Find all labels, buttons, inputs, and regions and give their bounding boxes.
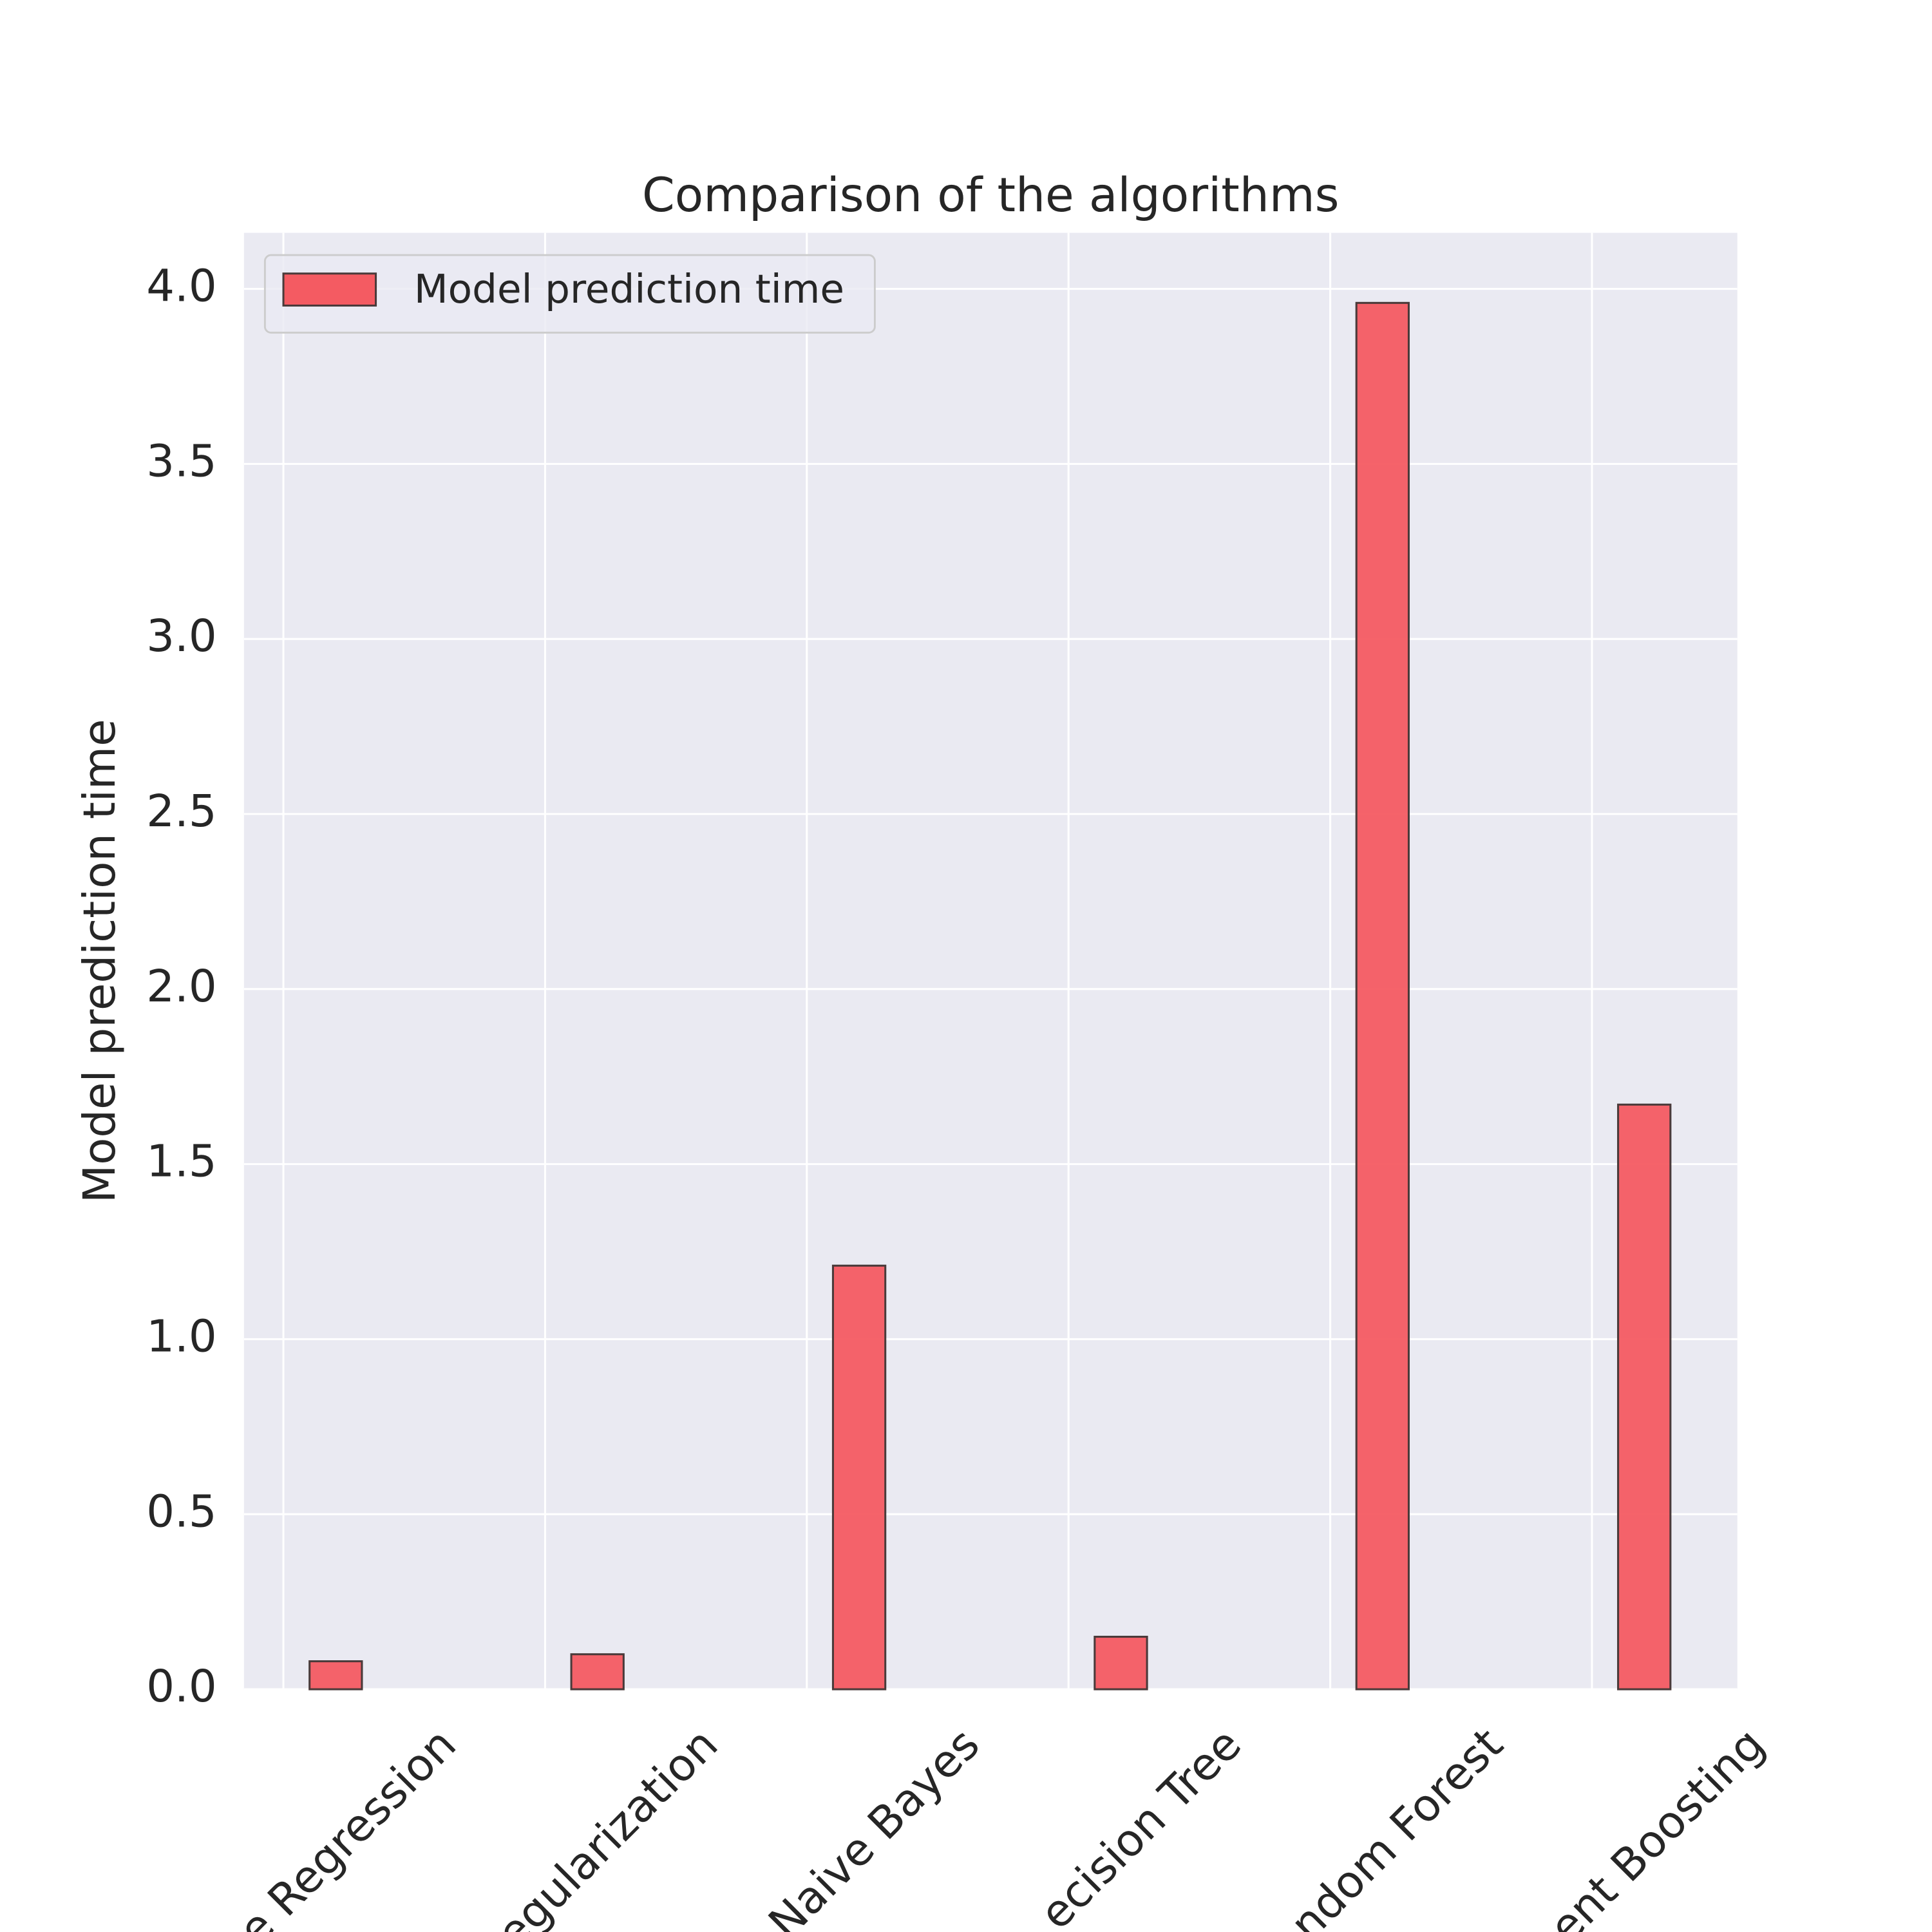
y-tick-label: 2.5	[146, 786, 217, 837]
chart-title: Comparison of the algorithms	[642, 169, 1340, 223]
x-tick-label: Naive Bayes	[759, 1719, 990, 1932]
y-tick-label: 1.0	[146, 1311, 217, 1362]
y-tick-label: 3.5	[146, 435, 217, 487]
y-axis-label: Model prediction time	[74, 719, 126, 1204]
x-tick-label: egularization	[487, 1719, 728, 1932]
y-tick-label: 1.5	[146, 1136, 217, 1188]
bar	[308, 1660, 363, 1690]
bars	[308, 301, 1672, 1690]
bar	[1355, 301, 1410, 1690]
y-tick-label: 0.5	[146, 1486, 217, 1537]
bar	[1617, 1103, 1672, 1690]
y-tick-label: 4.0	[146, 261, 217, 312]
bar	[570, 1653, 625, 1690]
legend-label: Model prediction time	[414, 267, 844, 312]
legend-box	[263, 254, 876, 334]
x-tick-label: e Regression	[229, 1719, 466, 1932]
grid	[243, 232, 1738, 1690]
bar	[831, 1264, 887, 1690]
plot-area	[243, 232, 1738, 1690]
x-tick-label: ndom Forest	[1281, 1719, 1513, 1932]
legend: Model prediction time	[263, 254, 876, 334]
x-tick-label: ecision Tree	[1030, 1719, 1251, 1932]
y-tick-label: 3.0	[146, 611, 217, 662]
legend-swatch	[282, 272, 377, 307]
y-tick-label: 2.0	[146, 961, 217, 1012]
bar	[1094, 1636, 1148, 1690]
y-tick-label: 0.0	[146, 1661, 217, 1712]
x-tick-label: ent Boosting	[1540, 1719, 1775, 1932]
